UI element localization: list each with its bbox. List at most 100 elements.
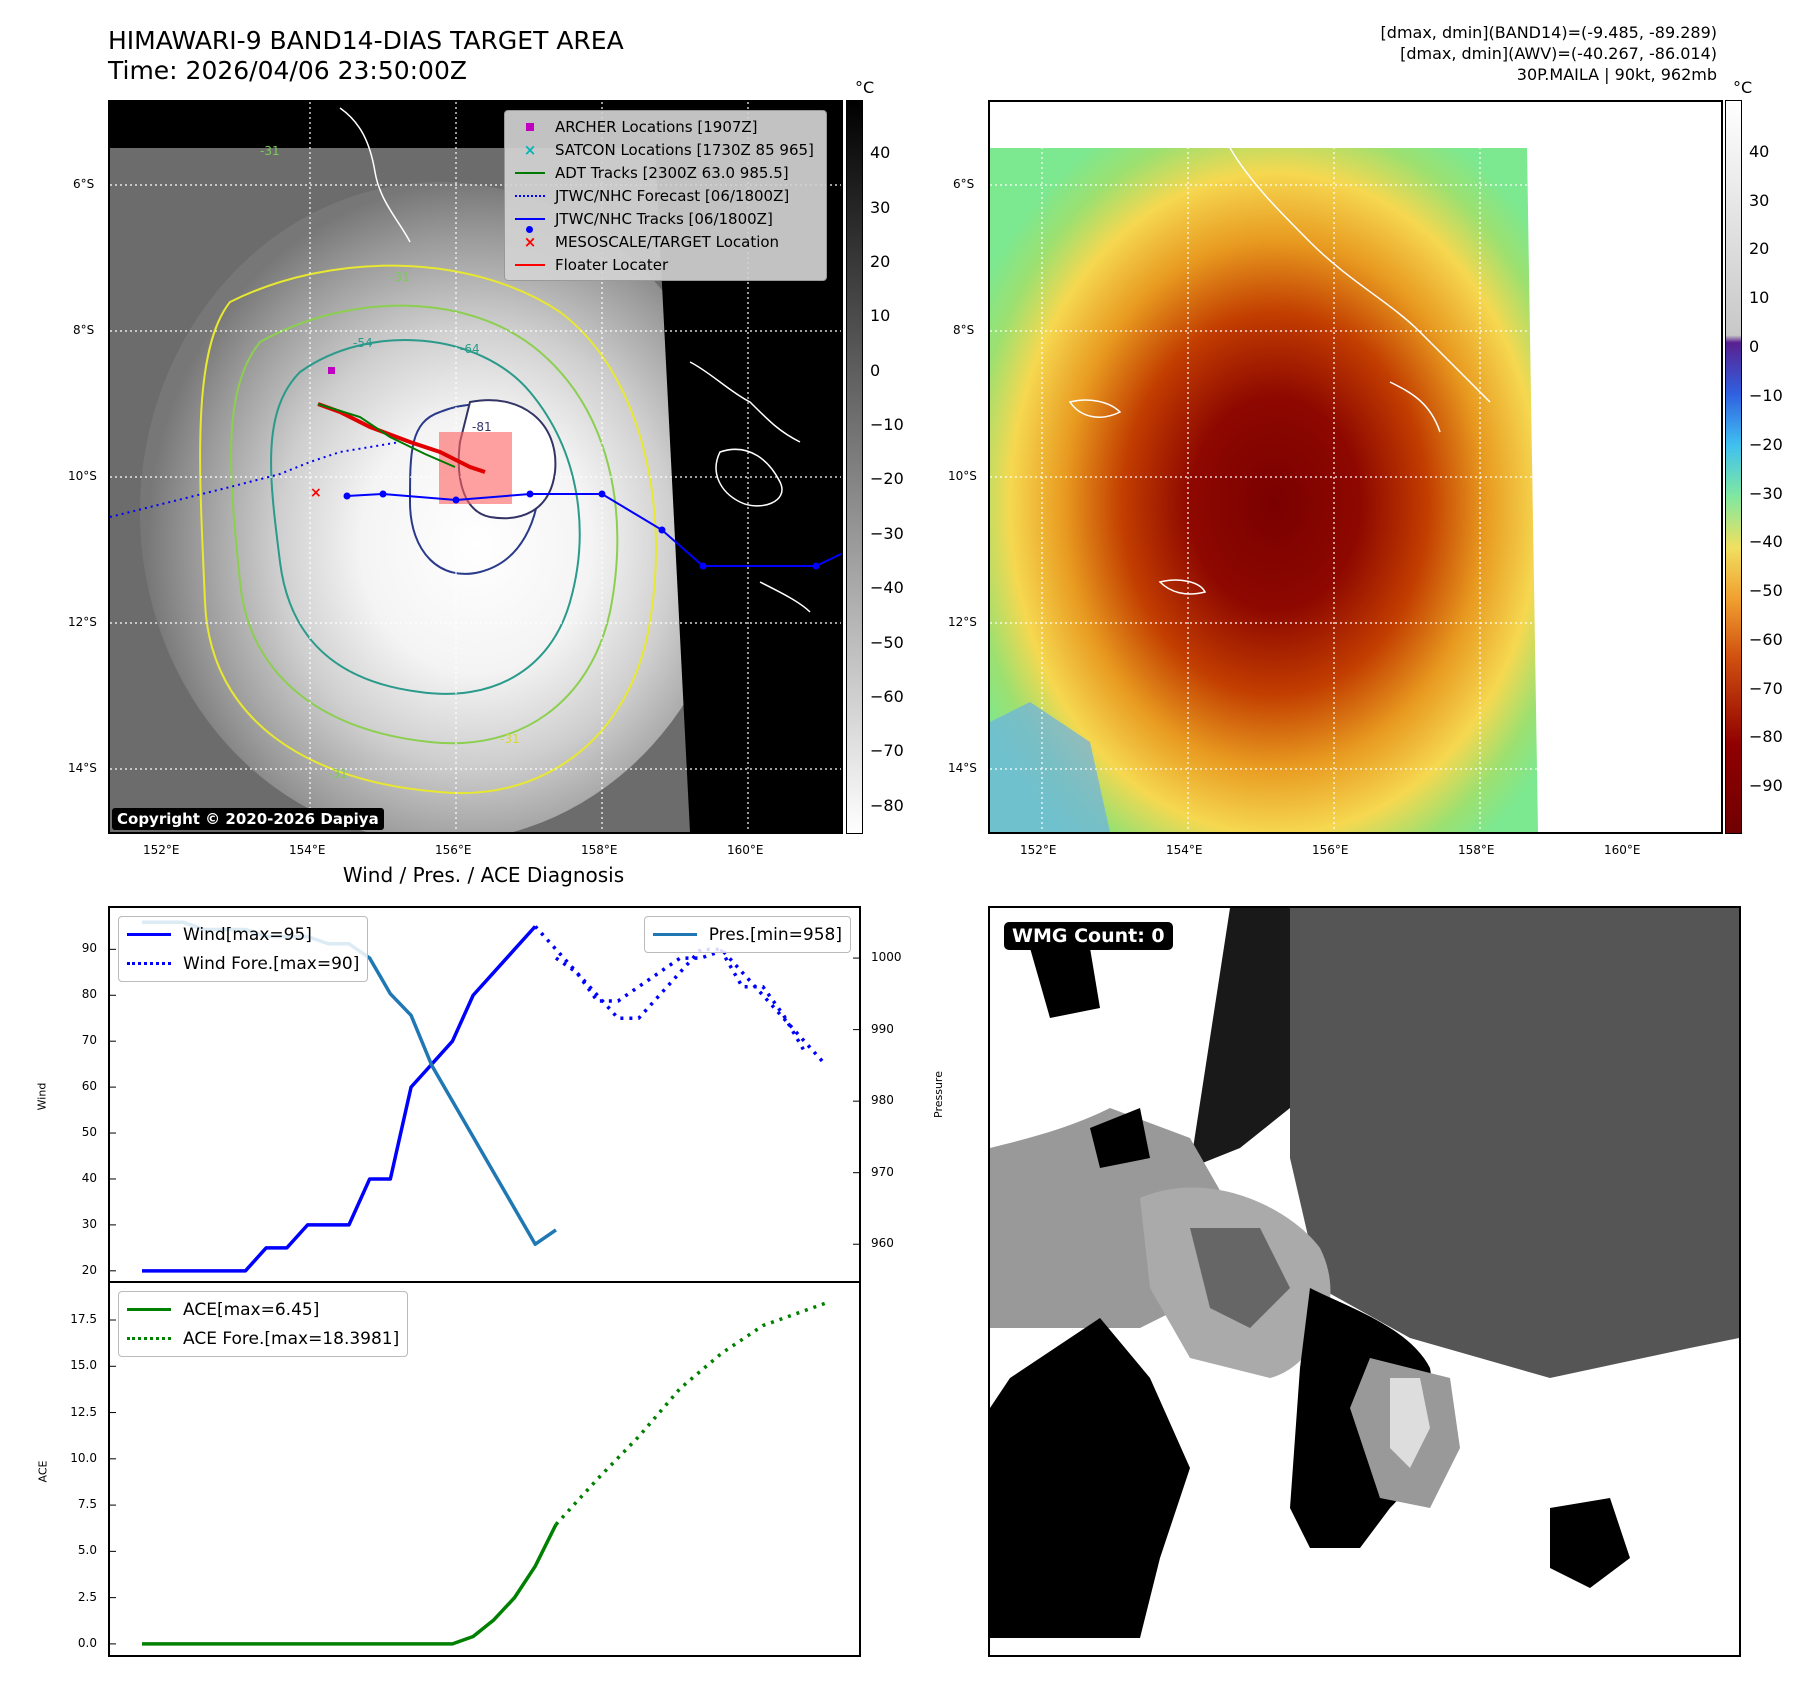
lon-label: 156°E <box>435 843 472 857</box>
legend-item-ace-forecast: ACE Fore.[max=18.3981] <box>127 1324 399 1353</box>
legend-item-pressure: Pres.[min=958] <box>652 920 842 949</box>
ace-forecast-line <box>554 1301 826 1526</box>
wmg-panel: WMG Count: 0 <box>988 906 1741 1657</box>
axis-tick-label: 10.0 <box>70 1450 97 1465</box>
axis-tick-label: 7.5 <box>77 1497 97 1512</box>
legend-item-adt: ADT Tracks [2300Z 63.0 985.5] <box>513 161 818 184</box>
axis-tick-label: 80 <box>81 987 97 1002</box>
legend-item-archer: ARCHER Locations [1907Z] <box>513 115 818 138</box>
map-legend: ARCHER Locations [1907Z] × SATCON Locati… <box>504 110 827 281</box>
axis-tick-label: 2.5 <box>77 1589 97 1604</box>
line-dot-icon <box>513 217 547 233</box>
axis-tick-label: 60 <box>81 1079 97 1094</box>
axis-tick-label: 990 <box>871 1021 894 1036</box>
lon-label: 160°E <box>1604 843 1641 857</box>
contour-label: -31 <box>260 144 280 158</box>
legend-item-wind: Wind[max=95] <box>127 920 359 949</box>
colorbar-tick: −80 <box>1749 727 1783 746</box>
axis-tick-label: 5.0 <box>77 1543 97 1558</box>
legend-item-wind-forecast: Wind Fore.[max=90] <box>127 949 359 978</box>
axis-tick-label: 90 <box>81 941 97 956</box>
ir-map-panel: × Copyright © 2020-2026 Dapiya ARCHER Lo… <box>108 100 843 834</box>
lon-label: 152°E <box>143 843 180 857</box>
axis-tick-label: 50 <box>81 1125 97 1140</box>
colorbar-tick: −80 <box>870 796 904 815</box>
stats-band14: [dmax, dmin](BAND14)=(-9.485, -89.289) <box>1380 23 1717 42</box>
lat-label: 10°S <box>68 469 97 483</box>
colorbar-tick: 10 <box>870 306 891 325</box>
pressure-forecast-line <box>554 949 806 1052</box>
colorbar-tick: 0 <box>870 361 881 380</box>
line-icon <box>513 263 547 266</box>
ace-legend: ACE[max=6.45] ACE Fore.[max=18.3981] <box>118 1291 409 1357</box>
diagnosis-title: Wind / Pres. / ACE Diagnosis <box>342 863 625 887</box>
dotted-line-icon <box>127 1337 171 1340</box>
copyright-badge: Copyright © 2020-2026 Dapiya <box>112 808 384 830</box>
legend-item-satcon: × SATCON Locations [1730Z 85 965] <box>513 138 818 161</box>
colorbar-tick: −70 <box>870 741 904 760</box>
awv-map-panel <box>988 100 1723 834</box>
colorbar-tick: −50 <box>1749 581 1783 600</box>
ace-chart: ACE[max=6.45] ACE Fore.[max=18.3981] <box>108 1281 861 1657</box>
colorbar-tick: −40 <box>870 578 904 597</box>
lat-label: 10°S <box>948 469 977 483</box>
colorbar-tick: 20 <box>870 252 891 271</box>
contour-label: -54 <box>353 336 373 350</box>
colorbar-tick: −60 <box>1749 630 1783 649</box>
lon-label: 158°E <box>581 843 618 857</box>
lat-label: 12°S <box>68 615 97 629</box>
ace-axis-label: ACE <box>36 1460 50 1483</box>
line-icon <box>652 933 697 936</box>
lat-label: 6°S <box>73 177 95 191</box>
storm-info: 30P.MAILA | 90kt, 962mb <box>1516 65 1717 84</box>
wmg-image <box>990 908 1739 1655</box>
colorbar-tick: −70 <box>1749 679 1783 698</box>
axis-tick-label: 40 <box>81 1170 97 1185</box>
contour-label: -81 <box>472 420 492 434</box>
colorbar-tick: −60 <box>870 687 904 706</box>
legend-item-tracks: JTWC/NHC Tracks [06/1800Z] <box>513 207 818 233</box>
lat-label: 6°S <box>953 177 975 191</box>
wind-axis-label: Wind <box>35 1082 49 1111</box>
wind-series-line <box>142 925 537 1273</box>
colorbar-tick: 30 <box>870 198 891 217</box>
lon-label: 154°E <box>289 843 326 857</box>
title-satellite: HIMAWARI-9 BAND14-DIAS TARGET AREA <box>108 26 624 55</box>
figure-title: HIMAWARI-9 BAND14-DIAS TARGET AREA Time:… <box>108 26 624 86</box>
axis-tick-label: 1000 <box>871 950 902 965</box>
ace-plot <box>110 1301 826 1646</box>
lon-label: 160°E <box>727 843 764 857</box>
lon-label: 158°E <box>1458 843 1495 857</box>
contour-label: -64 <box>460 342 480 356</box>
dotted-line-icon <box>513 194 547 197</box>
x-marker-icon: × <box>523 232 537 251</box>
square-marker-icon <box>513 122 547 131</box>
axis-tick-label: 980 <box>871 1093 894 1108</box>
colorbar-gray <box>846 100 863 834</box>
x-marker-icon: × <box>523 140 537 159</box>
legend-item-ace: ACE[max=6.45] <box>127 1295 399 1324</box>
svg-text:×: × <box>310 485 322 501</box>
axis-tick-label: 0.0 <box>77 1635 97 1650</box>
wind-legend: Wind[max=95] Wind Fore.[max=90] <box>118 916 369 982</box>
lon-label: 152°E <box>1020 843 1057 857</box>
colorbar-tick: 40 <box>870 143 891 162</box>
axis-tick-label: 960 <box>871 1236 894 1251</box>
colorbar-unit: °C <box>855 78 875 97</box>
lat-label: 8°S <box>953 323 975 337</box>
wmg-count-badge: WMG Count: 0 <box>1004 922 1173 950</box>
pressure-legend: Pres.[min=958] <box>643 916 851 953</box>
lon-label: 154°E <box>1166 843 1203 857</box>
axis-tick-label: 70 <box>81 1033 97 1048</box>
line-icon <box>127 1308 171 1311</box>
colorbar-tick: −10 <box>870 415 904 434</box>
axis-tick-label: 30 <box>81 1216 97 1231</box>
ace-series-line <box>142 1523 558 1646</box>
colorbar-tick: −10 <box>1749 386 1783 405</box>
stats-header: [dmax, dmin](BAND14)=(-9.485, -89.289) [… <box>1381 22 1717 85</box>
axis-tick-label: 17.5 <box>70 1312 97 1326</box>
lat-label: 14°S <box>948 761 977 775</box>
colorbar-tick: 0 <box>1749 337 1760 356</box>
axis-tick-label: 970 <box>871 1164 894 1179</box>
axis-tick-label: 12.5 <box>70 1404 97 1419</box>
